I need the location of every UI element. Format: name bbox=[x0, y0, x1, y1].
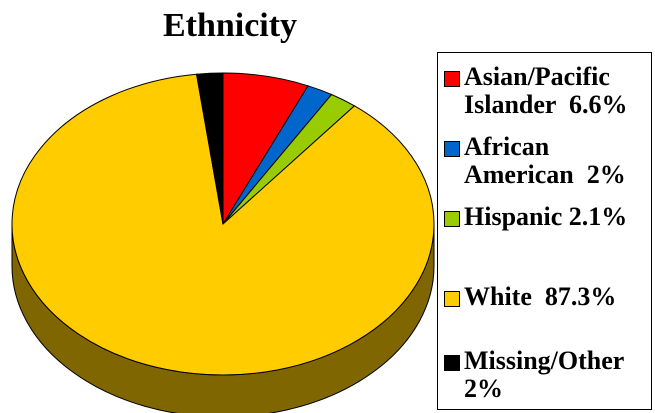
pie-chart bbox=[11, 72, 435, 413]
legend-label-asian-pacific-islander: Asian/Pacific Islander 6.6% bbox=[464, 62, 628, 119]
pie-tops bbox=[11, 72, 435, 376]
legend-label-african-american: African American 2% bbox=[464, 132, 626, 189]
legend-label-hispanic: Hispanic 2.1% bbox=[464, 202, 628, 231]
pie-slice-white bbox=[11, 73, 435, 376]
legend-swatch-missing-other bbox=[444, 355, 460, 371]
chart-title: Ethnicity bbox=[162, 7, 298, 44]
pie-slice-missing-other bbox=[195, 72, 224, 225]
legend: Asian/Pacific Islander 6.6% African Amer… bbox=[437, 52, 652, 410]
legend-label-white: White 87.3% bbox=[464, 282, 617, 311]
legend-swatch-hispanic bbox=[444, 211, 460, 227]
legend-swatch-white bbox=[444, 291, 460, 307]
legend-swatch-african-american bbox=[444, 141, 460, 157]
legend-label-missing-other: Missing/Other 2% bbox=[464, 346, 625, 403]
legend-swatch-asian-pacific-islander bbox=[444, 71, 460, 87]
